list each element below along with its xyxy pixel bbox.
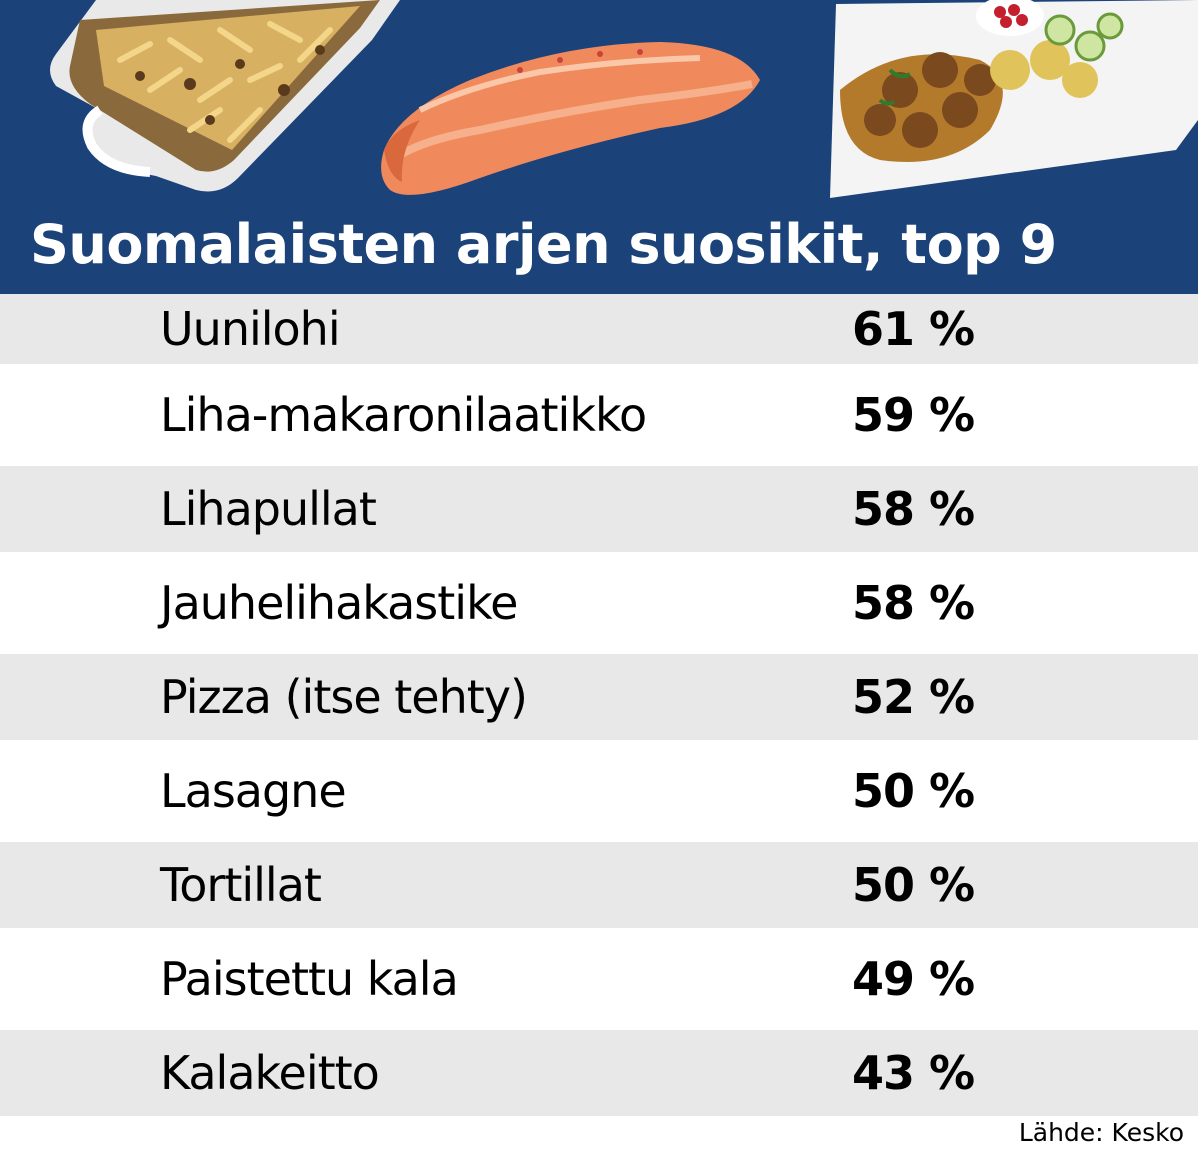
row-value: 58 %: [852, 482, 975, 536]
table-row: Paistettu kala 49 %: [0, 928, 1198, 1030]
row-value: 43 %: [852, 1046, 975, 1100]
row-value: 50 %: [852, 764, 975, 818]
row-label: Jauhelihakastike: [160, 576, 518, 630]
salmon-fillet-image: [381, 42, 760, 195]
row-label: Pizza (itse tehty): [160, 670, 528, 724]
macaroni-casserole-image: [50, 0, 400, 192]
table-row: Tortillat 50 %: [0, 842, 1198, 928]
source-note: Lähde: Kesko: [1018, 1118, 1184, 1147]
meatballs-plate-image: [830, 0, 1198, 198]
row-value: 49 %: [852, 952, 975, 1006]
row-label: Lihapullat: [160, 482, 377, 536]
food-illustration: [50, 0, 1198, 198]
row-label: Uunilohi: [160, 302, 341, 356]
row-value: 58 %: [852, 576, 975, 630]
table-row: Uunilohi 61 %: [0, 294, 1198, 364]
table-row: Liha-makaronilaatikko 59 %: [0, 364, 1198, 466]
row-value: 61 %: [852, 302, 975, 356]
row-value: 59 %: [852, 388, 975, 442]
chart-title: Suomalaisten arjen suosikit, top 9: [30, 213, 1057, 276]
row-label: Kalakeitto: [160, 1046, 380, 1100]
header-banner: Suomalaisten arjen suosikit, top 9: [0, 0, 1198, 294]
table-row: Lihapullat 58 %: [0, 466, 1198, 552]
row-label: Liha-makaronilaatikko: [160, 388, 647, 442]
ranking-table: Uunilohi 61 % Liha-makaronilaatikko 59 % Lih…: [0, 294, 1198, 1116]
row-value: 50 %: [852, 858, 975, 912]
table-row: Jauhelihakastike 58 %: [0, 552, 1198, 654]
table-row: Pizza (itse tehty) 52 %: [0, 654, 1198, 740]
table-row: Kalakeitto 43 %: [0, 1030, 1198, 1116]
row-label: Tortillat: [160, 858, 322, 912]
row-label: Lasagne: [160, 764, 347, 818]
row-value: 52 %: [852, 670, 975, 724]
table-row: Lasagne 50 %: [0, 740, 1198, 842]
row-label: Paistettu kala: [160, 952, 459, 1006]
